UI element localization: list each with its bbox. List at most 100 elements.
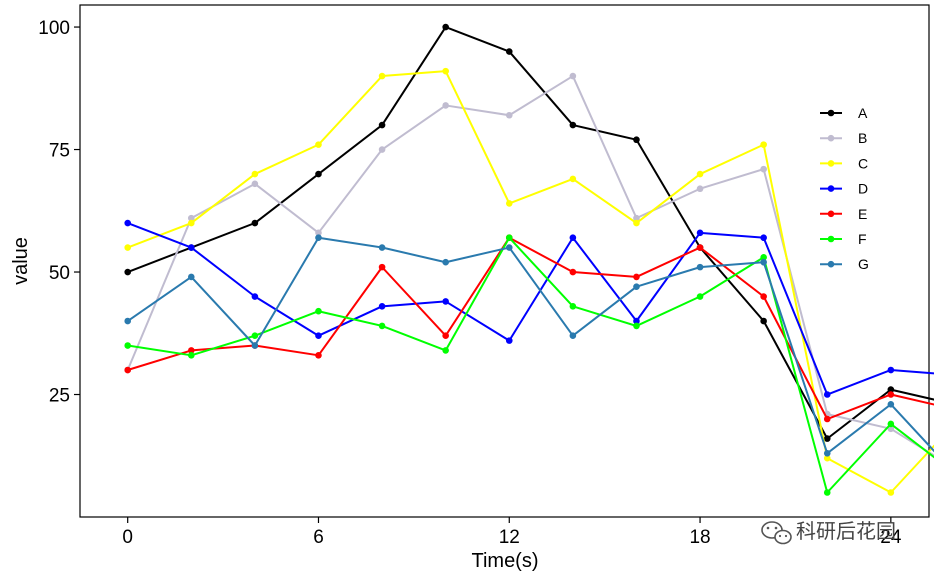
data-point-F <box>505 234 513 242</box>
watermark: 科研后花园 <box>761 519 896 545</box>
legend-label: F <box>858 231 867 247</box>
legend-label: G <box>858 256 869 272</box>
data-point-B <box>505 111 513 119</box>
data-point-B <box>887 425 895 433</box>
data-point-F <box>378 322 386 330</box>
legend-key-point <box>827 210 835 218</box>
y-axis-title: value <box>10 237 32 285</box>
data-point-C <box>569 175 577 183</box>
data-point-D <box>887 366 895 374</box>
data-point-C <box>442 67 449 75</box>
data-point-B <box>378 146 386 153</box>
data-point-C <box>315 141 322 148</box>
data-point-E <box>124 366 131 374</box>
data-point-G <box>378 244 386 251</box>
data-point-C <box>251 170 259 178</box>
data-point-D <box>823 391 831 398</box>
legend-label: C <box>858 155 868 171</box>
data-point-D <box>124 219 131 227</box>
data-point-A <box>569 121 577 129</box>
data-point-G <box>124 317 131 325</box>
legend-key-point <box>827 160 835 167</box>
data-point-E <box>187 347 195 354</box>
series-C <box>124 67 934 496</box>
data-point-D <box>696 229 704 237</box>
data-point-E <box>823 415 831 423</box>
data-point-G <box>633 283 640 291</box>
data-point-F <box>696 293 704 300</box>
legend-key-point <box>827 235 835 243</box>
data-point-B <box>633 214 640 222</box>
data-point-G <box>442 258 449 266</box>
data-point-D <box>442 298 449 305</box>
data-point-G <box>505 244 513 251</box>
data-point-C <box>124 244 131 251</box>
data-point-F <box>251 332 259 340</box>
legend-key-point <box>827 185 835 192</box>
data-point-G <box>315 234 322 242</box>
data-point-A <box>823 435 831 442</box>
data-point-F <box>569 303 577 310</box>
legend-item-F: F <box>820 231 867 247</box>
x-tick-label: 18 <box>689 527 710 548</box>
legend-key-point <box>827 260 835 268</box>
legend-key-point <box>827 134 835 142</box>
data-point-A <box>315 170 322 178</box>
x-tick-label: 24 <box>880 527 902 548</box>
data-point-A <box>442 23 449 31</box>
watermark-text: 科研后花园 <box>796 519 896 543</box>
axes-ticks: 0 6 12 18 24 25 50 75 100 <box>38 18 902 548</box>
data-point-E <box>696 244 704 251</box>
data-point-G <box>887 401 895 408</box>
y-tick-label: 25 <box>49 386 70 407</box>
data-point-D <box>187 244 195 251</box>
data-point-G <box>696 263 704 271</box>
y-tick-label: 50 <box>49 263 70 284</box>
data-point-C <box>696 170 704 178</box>
x-tick-label: 0 <box>122 527 133 548</box>
series-G <box>124 234 934 457</box>
data-point-B <box>442 102 449 109</box>
data-point-F <box>760 254 767 261</box>
data-point-G <box>251 342 259 349</box>
data-point-A <box>378 121 386 129</box>
series-E <box>124 234 934 423</box>
data-point-A <box>760 317 767 325</box>
data-point-D <box>633 317 640 325</box>
legend-label: B <box>858 130 867 146</box>
y-tick-label: 75 <box>49 141 70 162</box>
data-point-D <box>505 337 513 344</box>
legend-label: E <box>858 206 867 222</box>
data-point-B <box>569 72 577 80</box>
data-point-A <box>251 219 259 227</box>
data-point-F <box>187 352 195 359</box>
data-point-E <box>633 273 640 281</box>
data-point-A <box>505 48 513 55</box>
data-point-B <box>251 180 259 188</box>
data-point-B <box>315 229 322 237</box>
wechat-logo-icon <box>761 521 792 545</box>
x-tick-label: 6 <box>313 527 324 548</box>
data-point-G <box>187 273 195 281</box>
data-point-E <box>378 263 386 271</box>
legend-key-point <box>827 109 835 117</box>
data-point-B <box>696 185 704 193</box>
data-point-C <box>633 219 640 227</box>
data-point-E <box>569 268 577 276</box>
data-point-E <box>760 293 767 300</box>
data-point-F <box>315 307 322 315</box>
data-point-C <box>505 200 513 207</box>
data-point-C <box>887 489 895 496</box>
data-point-D <box>315 332 322 340</box>
data-point-A <box>633 136 640 144</box>
legend-item-E: E <box>820 206 867 222</box>
series-group <box>124 23 934 496</box>
data-point-F <box>823 489 831 496</box>
data-point-B <box>760 165 767 173</box>
data-point-A <box>887 386 895 393</box>
data-point-F <box>442 347 449 354</box>
data-point-F <box>633 322 640 330</box>
data-point-E <box>887 391 895 398</box>
data-point-G <box>760 258 767 266</box>
